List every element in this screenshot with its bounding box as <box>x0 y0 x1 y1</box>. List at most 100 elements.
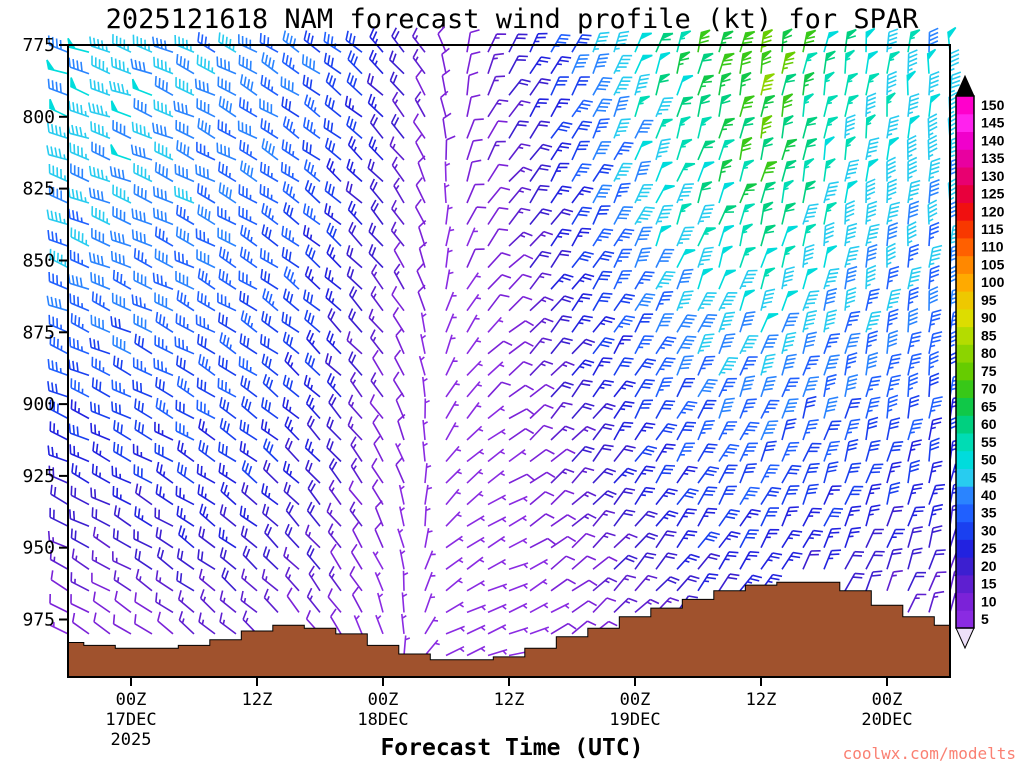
wind-barb <box>153 358 174 377</box>
wind-barb <box>240 310 258 333</box>
wind-barb <box>886 28 899 53</box>
wind-barb <box>399 549 406 570</box>
wind-barb <box>90 272 111 290</box>
wind-barb <box>592 184 612 204</box>
wind-barb <box>886 308 899 333</box>
wind-barb <box>508 428 535 441</box>
wind-barb <box>69 336 90 355</box>
wind-barb <box>802 116 818 139</box>
wind-barb <box>844 374 859 398</box>
colorbar-cell <box>956 574 974 594</box>
wind-barb <box>676 553 700 570</box>
colorbar-cell <box>956 610 974 629</box>
wind-barb <box>571 251 594 269</box>
wind-barb <box>304 179 321 204</box>
wind-barb <box>928 350 940 376</box>
wind-barb <box>241 482 258 506</box>
wind-barb <box>90 121 111 140</box>
wind-barb <box>592 205 611 225</box>
wind-barb <box>634 32 653 53</box>
wind-barb <box>303 117 321 140</box>
wind-barb <box>47 78 69 97</box>
colorbar-cell <box>956 113 974 132</box>
wind-barb <box>367 158 384 183</box>
wind-barb <box>219 547 237 570</box>
wind-barb <box>844 94 859 117</box>
wind-barb <box>529 513 555 527</box>
wind-barb <box>304 94 321 118</box>
wind-barb <box>508 78 531 96</box>
wind-barb <box>466 448 485 463</box>
wind-barb <box>259 161 279 183</box>
wind-barb <box>304 309 321 333</box>
wind-barb <box>760 313 779 333</box>
wind-barb <box>306 587 321 613</box>
wind-barb <box>886 481 901 505</box>
colorbar-label: 140 <box>981 132 1005 148</box>
wind-barb <box>634 160 651 182</box>
wind-barb <box>907 372 919 397</box>
wind-barb <box>676 138 693 161</box>
colorbar-cell <box>956 486 974 505</box>
wind-barb <box>239 440 258 463</box>
wind-barb <box>324 137 342 161</box>
wind-barb <box>529 272 552 290</box>
wind-barb <box>718 357 739 376</box>
wind-barb <box>844 200 856 225</box>
wind-barb <box>634 271 655 290</box>
wind-barb <box>261 483 279 506</box>
wind-barb <box>324 94 342 118</box>
wind-barb <box>466 556 485 570</box>
wind-barb <box>697 399 717 419</box>
colorbar-cell <box>956 255 974 274</box>
wind-barb <box>328 565 342 592</box>
wind-barb <box>424 550 436 570</box>
wind-barb <box>718 464 738 484</box>
wind-barb <box>241 460 258 484</box>
wind-barb <box>508 273 532 290</box>
wind-barb <box>634 598 660 614</box>
wind-barb <box>697 246 714 268</box>
wind-barb <box>802 483 819 505</box>
wind-barb <box>262 459 279 484</box>
wind-barb <box>739 551 760 570</box>
wind-barb <box>676 96 694 118</box>
wind-barb <box>508 537 528 549</box>
wind-barb <box>157 611 174 635</box>
wind-barb <box>865 550 885 570</box>
wind-barb <box>634 445 658 463</box>
wind-barb <box>571 293 593 312</box>
watermark-link[interactable]: coolwx.com/modelts <box>843 744 1016 763</box>
wind-barb <box>131 229 153 247</box>
wind-barb <box>886 329 899 354</box>
wind-barb <box>466 248 485 268</box>
wind-barb <box>886 548 903 570</box>
colorbar-cell <box>956 415 974 434</box>
wind-barb <box>487 624 507 635</box>
wind-barb <box>928 178 940 204</box>
wind-barb <box>886 374 901 398</box>
wind-barb <box>592 228 614 247</box>
wind-barb <box>196 463 216 484</box>
wind-barb <box>844 505 862 527</box>
wind-barb <box>487 316 504 333</box>
wind-barb <box>134 419 153 441</box>
wind-barb <box>823 201 837 225</box>
wind-barb <box>592 423 615 441</box>
wind-barb <box>112 206 132 226</box>
wind-barb <box>823 507 844 527</box>
wind-barb <box>261 310 279 333</box>
wind-barb <box>282 460 300 484</box>
wind-barb <box>487 361 505 376</box>
wind-barb <box>571 99 593 118</box>
wind-barb <box>218 96 237 118</box>
wind-barb <box>571 206 592 225</box>
wind-barb <box>67 123 90 140</box>
wind-barb <box>655 552 678 570</box>
wind-barb <box>697 420 715 441</box>
wind-barb <box>886 70 898 96</box>
wind-barb <box>238 206 258 226</box>
wind-barb <box>177 440 195 463</box>
wind-barb <box>307 479 321 506</box>
